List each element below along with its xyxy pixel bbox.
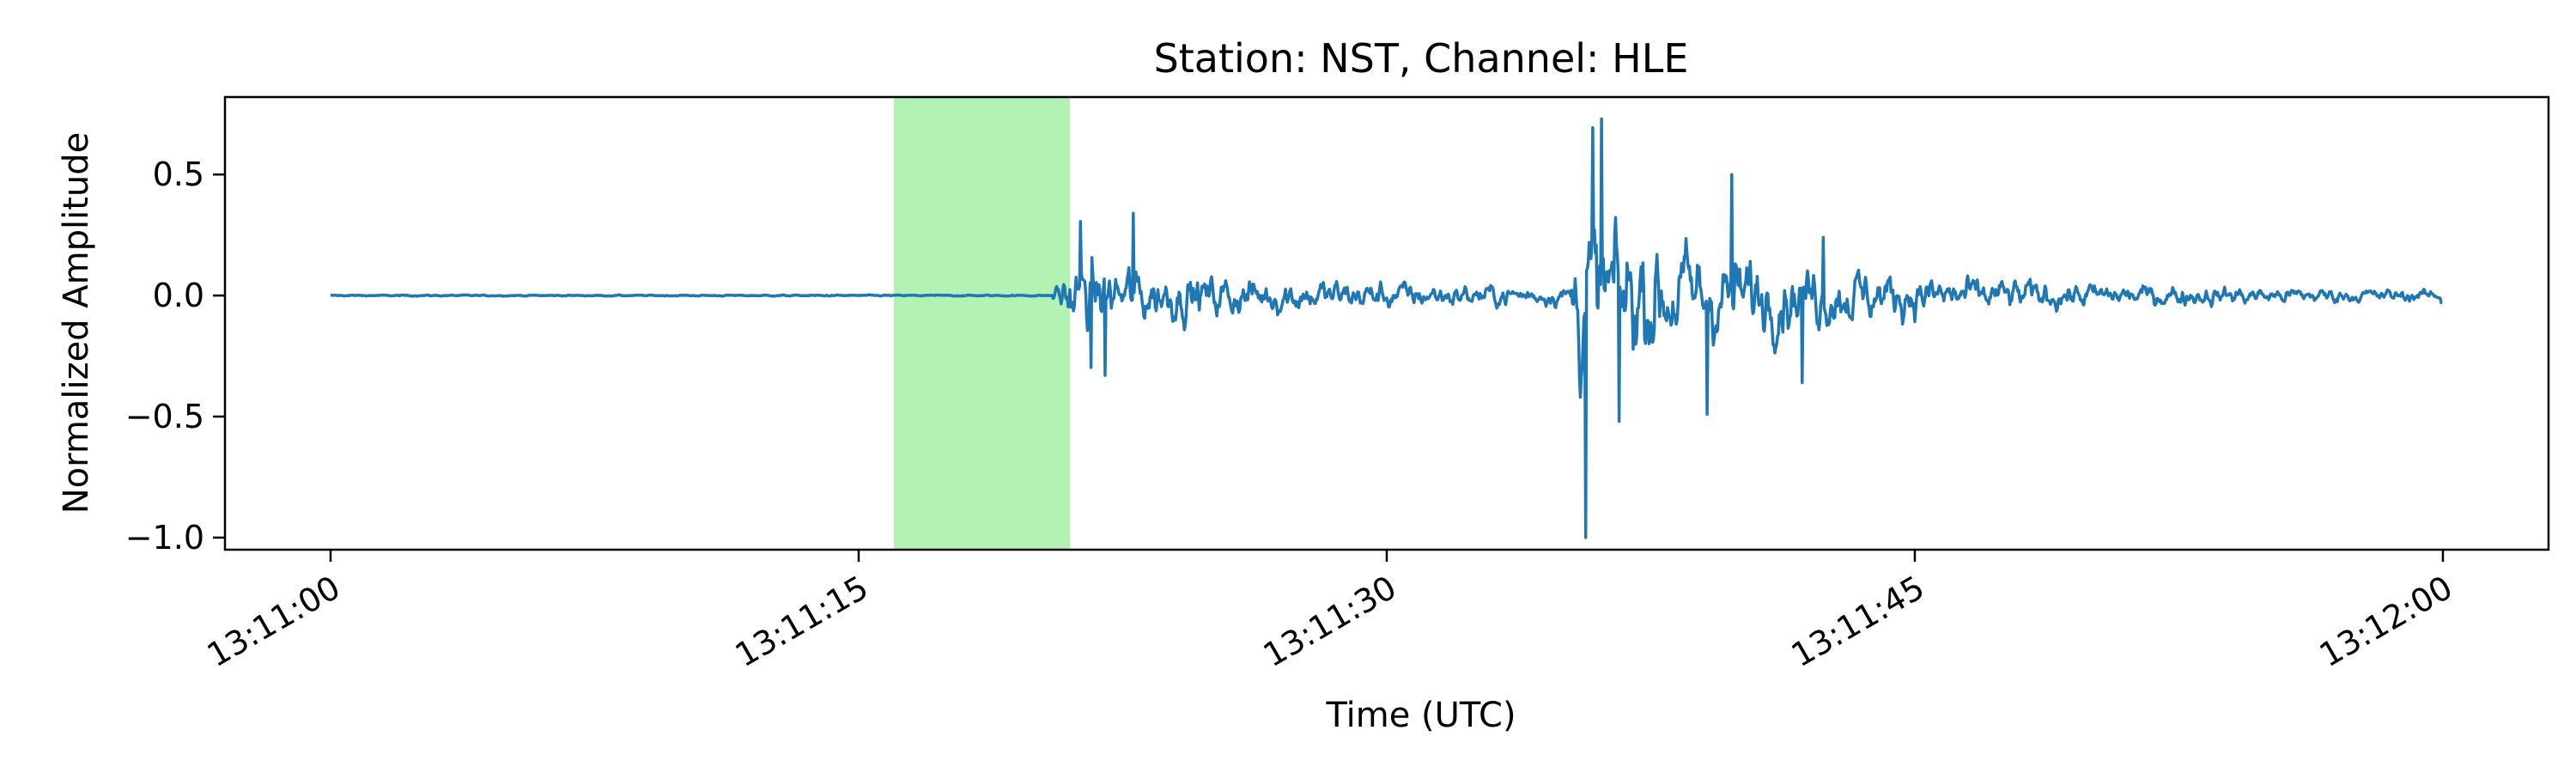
waveform-line xyxy=(330,117,2443,539)
chart-title: Station: NST, Channel: HLE xyxy=(1154,35,1689,82)
y-axis-label: Normalized Amplitude xyxy=(57,132,96,514)
plot-area xyxy=(223,95,2550,551)
y-axis: 0.5 0.0 −0.5 −1.0 xyxy=(125,155,225,557)
y-tick-label: 0.5 xyxy=(153,155,204,193)
x-axis-label: Time (UTC) xyxy=(1325,696,1516,735)
y-tick-label: 0.0 xyxy=(153,277,204,314)
waveform-series xyxy=(330,117,2443,539)
y-tick-label: −0.5 xyxy=(125,398,204,435)
highlight-window xyxy=(894,97,1070,550)
y-tick-label: −1.0 xyxy=(125,519,204,557)
